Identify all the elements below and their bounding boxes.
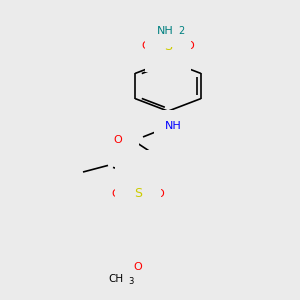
Text: NH: NH	[157, 26, 173, 36]
Text: O: O	[114, 135, 122, 145]
Text: N: N	[133, 169, 143, 182]
Text: O: O	[186, 41, 194, 51]
Text: 3: 3	[128, 277, 134, 286]
Text: CH: CH	[108, 274, 124, 284]
Text: O: O	[112, 189, 120, 199]
Text: 2: 2	[178, 26, 184, 36]
Text: O: O	[134, 262, 142, 272]
Text: O: O	[142, 41, 150, 51]
Text: NH: NH	[165, 121, 182, 131]
Text: O: O	[156, 189, 164, 199]
Text: S: S	[164, 40, 172, 53]
Text: S: S	[134, 187, 142, 200]
